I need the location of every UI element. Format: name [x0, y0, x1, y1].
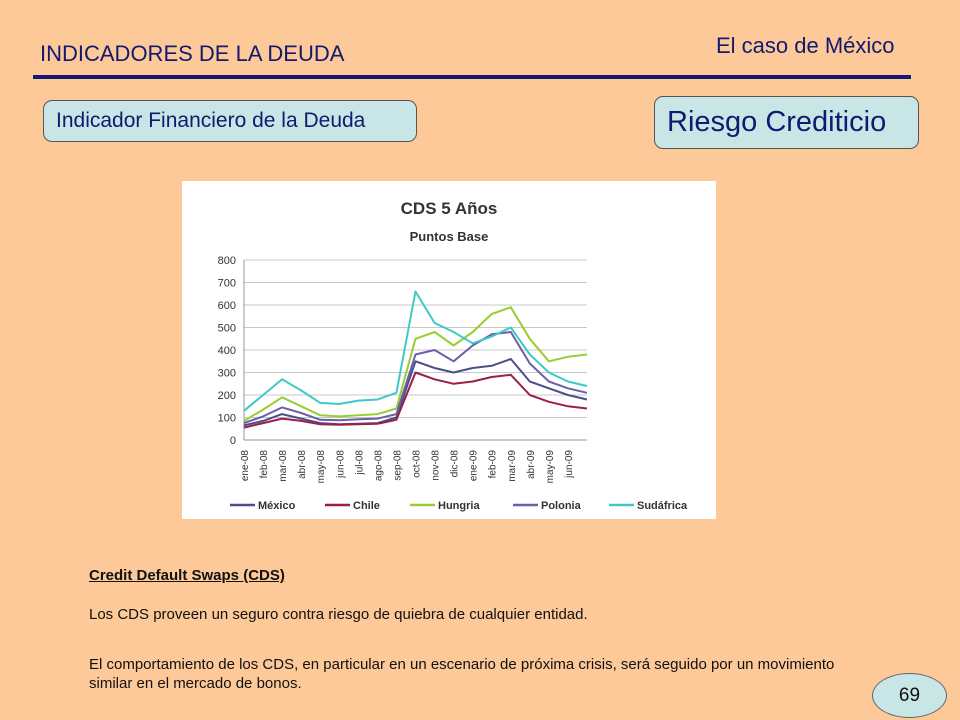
page-subtitle: El caso de México [716, 33, 895, 58]
legend-label: México [258, 500, 296, 512]
cds-chart-svg: CDS 5 Años Puntos Base 0 100 200 300 400 500 6… [218, 199, 688, 512]
x-tick-label: mar-09 [507, 450, 518, 482]
x-tick-label: oct-08 [412, 450, 423, 478]
series-line-2 [243, 306, 588, 422]
y-tick-label: 700 [218, 278, 236, 290]
x-tick-label: ene-09 [469, 450, 480, 482]
x-tick-label: feb-09 [488, 450, 499, 479]
risk-label: Riesgo Crediticio [667, 106, 887, 138]
x-tick-label: may-08 [316, 450, 327, 484]
x-tick-label: abr-09 [526, 450, 537, 479]
legend-label: Chile [353, 500, 380, 512]
series-line-3 [243, 331, 588, 425]
x-tick-label: ago-08 [373, 450, 384, 482]
cds-description: Los CDS proveen un seguro contra riesgo … [89, 606, 588, 623]
series-line-0 [243, 358, 588, 427]
page-title: INDICADORES DE LA DEUDA [40, 41, 345, 66]
y-tick-label: 200 [218, 390, 236, 402]
x-tick-label: sep-08 [392, 450, 403, 481]
chart-subtitle: Puntos Base [410, 229, 489, 244]
y-tick-label: 0 [230, 435, 236, 447]
series-line-1 [243, 371, 588, 429]
indicator-label: Indicador Financiero de la Deuda [56, 109, 366, 132]
page-number: 69 [898, 685, 921, 706]
y-tick-label: 400 [218, 345, 236, 357]
y-tick-label: 600 [218, 300, 236, 312]
x-tick-label: feb-08 [259, 450, 270, 479]
x-tick-label: nov-08 [431, 450, 442, 481]
legend-label: Hungria [438, 500, 480, 512]
chart-grid [243, 259, 587, 441]
chart-legend: México Chile Hungria Polonia Sudáfrica [230, 500, 688, 512]
y-tick-label: 300 [218, 368, 236, 380]
y-tick-label: 800 [218, 255, 236, 267]
x-tick-label: jun-09 [564, 450, 575, 479]
x-tick-label: abr-08 [297, 450, 308, 479]
legend-label: Sudáfrica [637, 500, 688, 512]
page-number-badge: 69 [872, 673, 947, 718]
series-line-4 [243, 290, 588, 412]
chart-title: CDS 5 Años [401, 199, 498, 218]
cds-heading: Credit Default Swaps (CDS) [89, 567, 285, 584]
x-tick-label: jul-08 [354, 450, 365, 476]
y-tick-label: 100 [218, 413, 236, 425]
cds-behavior-note: El comportamiento de los CDS, en particu… [89, 656, 835, 692]
x-tick-label: mar-08 [278, 450, 289, 482]
chart-series [243, 290, 588, 429]
risk-label-box: Riesgo Crediticio [654, 96, 919, 149]
cds-chart: CDS 5 Años Puntos Base 0 100 200 300 400 500 6… [182, 181, 716, 519]
y-axis: 0 100 200 300 400 500 600 700 800 [218, 255, 236, 447]
y-tick-label: 500 [218, 323, 236, 335]
legend-label: Polonia [541, 500, 582, 512]
x-tick-label: ene-08 [240, 450, 251, 482]
x-axis: ene-08 feb-08 mar-08 abr-08 may-08 jun-08 jul-… [240, 450, 575, 484]
x-tick-label: may-09 [545, 450, 556, 484]
indicator-label-box: Indicador Financiero de la Deuda [43, 100, 417, 142]
header-divider [33, 75, 911, 79]
x-tick-label: dic-08 [450, 450, 461, 478]
x-tick-label: jun-08 [335, 450, 346, 479]
